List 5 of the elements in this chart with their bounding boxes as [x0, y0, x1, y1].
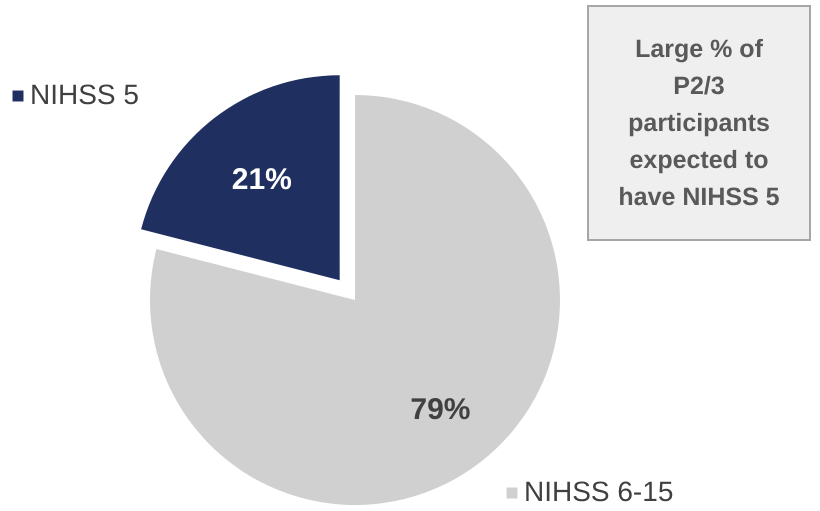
legend-label: NIHSS 5 [30, 79, 139, 110]
data-label: 79% [410, 393, 470, 426]
text: Large % of P2/3 participants expected to have NIHSS 5 [618, 35, 780, 211]
data-label: 21% [232, 162, 292, 196]
legend-label: NIHSS 6-15 [524, 476, 674, 507]
